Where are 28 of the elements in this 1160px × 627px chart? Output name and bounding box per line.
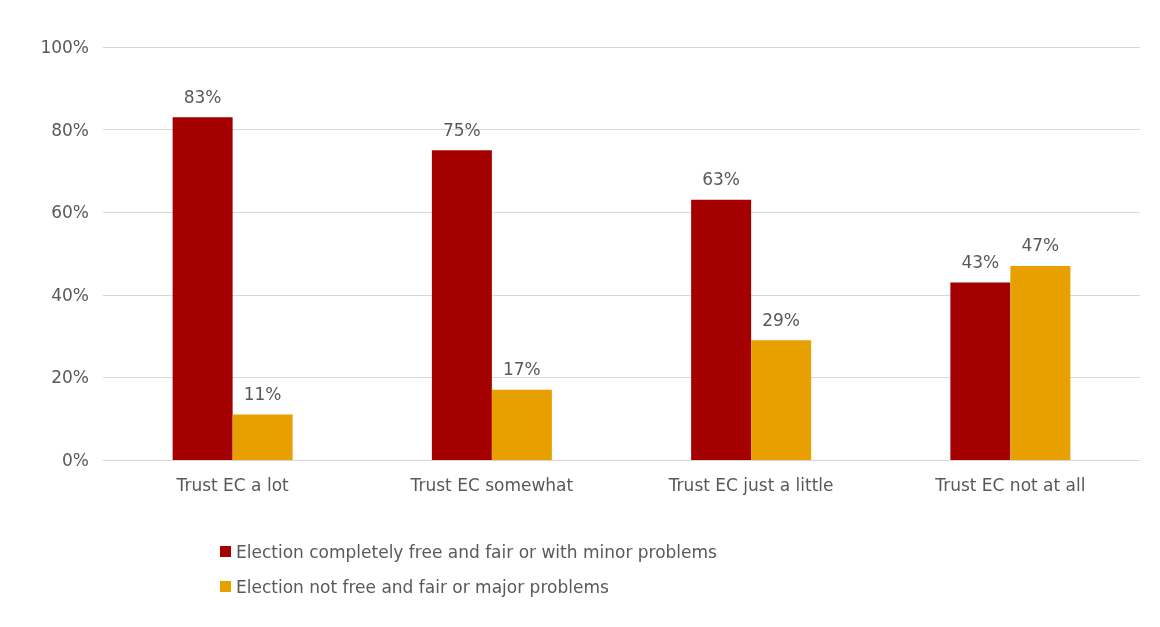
y-tick-label: 40% — [51, 284, 89, 305]
data-label: 75% — [442, 119, 481, 140]
bar — [691, 199, 752, 460]
x-tick-label: Trust EC a lot — [175, 474, 290, 495]
bar — [172, 117, 233, 460]
y-tick-label: 100% — [40, 37, 89, 57]
x-tick-label: Trust EC not at all — [934, 474, 1086, 495]
data-label: 47% — [1021, 235, 1060, 256]
legend-label: Election not free and fair or major problems — [236, 576, 609, 597]
bar — [751, 340, 812, 460]
data-label: 63% — [702, 169, 741, 190]
y-tick-label: 20% — [51, 367, 89, 388]
bar — [1010, 265, 1071, 460]
data-label: 43% — [961, 251, 1000, 272]
y-tick-label: 0% — [62, 450, 89, 470]
data-label: 29% — [762, 309, 801, 330]
y-tick-label: 60% — [51, 202, 89, 223]
bar — [431, 150, 492, 460]
data-label: 83% — [183, 86, 222, 107]
bar — [950, 282, 1011, 460]
x-tick-label: Trust EC somewhat — [409, 474, 574, 495]
x-tick-label: Trust EC just a little — [667, 474, 834, 495]
bar — [491, 389, 552, 460]
y-tick-label: 80% — [51, 119, 89, 140]
data-label: 17% — [502, 359, 541, 380]
data-label: 11% — [243, 384, 282, 405]
bar — [232, 414, 293, 460]
legend-label: Election completely free and fair or with minor problems — [236, 541, 718, 562]
